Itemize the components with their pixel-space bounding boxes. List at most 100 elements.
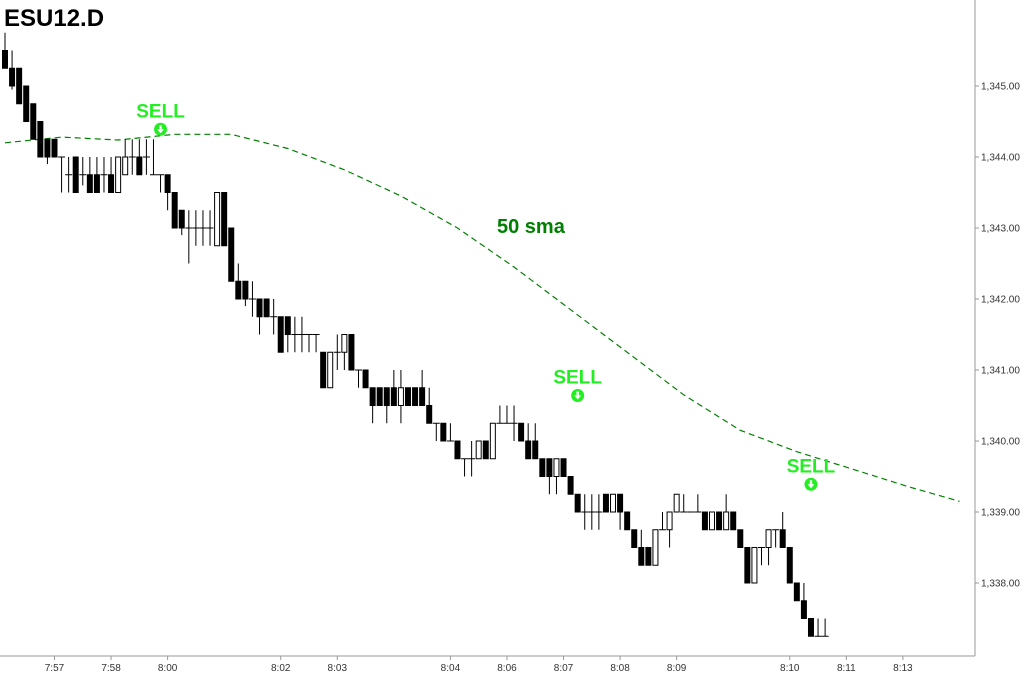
candle bbox=[30, 103, 37, 140]
x-tick-label: 8:08 bbox=[610, 663, 630, 674]
candle bbox=[744, 547, 751, 584]
candle bbox=[518, 422, 525, 442]
candle-body-down bbox=[779, 529, 786, 548]
candle bbox=[454, 440, 461, 460]
candle bbox=[327, 351, 334, 389]
candle bbox=[383, 387, 390, 424]
candle bbox=[645, 547, 652, 566]
sell-signal-label: SELL bbox=[136, 101, 185, 122]
candle bbox=[560, 458, 567, 477]
candle bbox=[312, 334, 320, 353]
candle bbox=[716, 511, 723, 531]
candle bbox=[489, 422, 496, 460]
candle-body-down bbox=[617, 493, 624, 513]
candle bbox=[730, 511, 737, 531]
sma-line bbox=[4, 133, 960, 502]
candle bbox=[108, 157, 115, 193]
candle bbox=[581, 494, 589, 530]
candle bbox=[446, 423, 454, 442]
candle bbox=[242, 280, 249, 307]
sma-series-label: 50 sma bbox=[497, 216, 566, 238]
sell-signal: SELL bbox=[787, 456, 836, 491]
candle bbox=[376, 387, 383, 406]
candle bbox=[355, 369, 362, 388]
candle-body-up bbox=[341, 334, 348, 353]
candle-body-down bbox=[737, 529, 744, 548]
candle bbox=[79, 157, 87, 186]
candle bbox=[270, 299, 278, 335]
candle bbox=[539, 458, 546, 477]
candle bbox=[765, 529, 772, 566]
candle bbox=[510, 405, 518, 441]
candle bbox=[757, 547, 765, 566]
candle-body-down bbox=[221, 192, 228, 247]
candle bbox=[482, 440, 489, 460]
candle bbox=[709, 511, 715, 531]
candle bbox=[37, 121, 44, 158]
candle-body-down bbox=[164, 174, 171, 193]
candle bbox=[142, 139, 150, 175]
candle-body-down bbox=[284, 316, 291, 335]
candle bbox=[248, 281, 256, 317]
candle-body-down bbox=[482, 440, 489, 460]
candle bbox=[680, 494, 688, 513]
candle bbox=[23, 85, 30, 122]
chart-title: ESU12.D bbox=[4, 5, 104, 32]
candle bbox=[532, 423, 539, 460]
candle bbox=[192, 210, 200, 246]
x-tick-label: 8:07 bbox=[554, 663, 574, 674]
x-tick-label: 8:09 bbox=[667, 663, 687, 674]
candle-body-up bbox=[610, 493, 617, 513]
candle-body-down bbox=[716, 511, 723, 531]
candle bbox=[58, 156, 66, 193]
x-tick-label: 8:00 bbox=[158, 663, 178, 674]
candle-body-down bbox=[23, 85, 30, 122]
candle-body-down bbox=[277, 316, 284, 353]
candle bbox=[595, 494, 603, 530]
candle bbox=[72, 156, 79, 193]
candle bbox=[800, 583, 807, 619]
candle bbox=[772, 529, 780, 548]
candle-body-down bbox=[744, 547, 751, 584]
candle-body-down bbox=[574, 493, 581, 513]
sma-layer bbox=[4, 133, 960, 502]
candle-body-down bbox=[348, 334, 355, 371]
candle-body-down bbox=[532, 440, 539, 460]
candle-body-up bbox=[666, 511, 673, 531]
x-tick-label: 7:58 bbox=[101, 663, 121, 674]
candle bbox=[341, 334, 348, 370]
candle-body-up bbox=[751, 547, 758, 584]
candle-body-down bbox=[518, 422, 525, 442]
candle-body-down bbox=[624, 511, 631, 531]
candle-body-down bbox=[2, 50, 8, 69]
candle bbox=[86, 157, 93, 193]
candle bbox=[814, 618, 822, 637]
y-tick-label: 1,338.00 bbox=[981, 579, 1020, 590]
candle-body-up bbox=[709, 511, 715, 531]
y-tick-label: 1,342.00 bbox=[981, 295, 1020, 306]
candle-body-down bbox=[93, 174, 100, 193]
candle bbox=[701, 511, 708, 531]
candle bbox=[100, 157, 108, 193]
candle bbox=[638, 529, 645, 566]
candle-body-down bbox=[440, 422, 447, 442]
candle bbox=[178, 209, 185, 236]
candle bbox=[136, 139, 143, 176]
candle bbox=[256, 298, 263, 335]
candle-body-down bbox=[44, 138, 51, 158]
candle-body-down bbox=[631, 529, 638, 548]
candle bbox=[397, 370, 404, 424]
candle bbox=[122, 139, 129, 176]
candle-body-up bbox=[475, 440, 482, 460]
candle bbox=[320, 351, 327, 389]
candle-body-down bbox=[242, 280, 249, 300]
candle-body-down bbox=[235, 280, 242, 300]
candle bbox=[93, 157, 100, 193]
y-tick-label: 1,343.00 bbox=[981, 224, 1020, 235]
candle-body-down bbox=[9, 67, 16, 87]
candle bbox=[115, 156, 122, 193]
candle-body-down bbox=[730, 511, 737, 531]
y-tick-label: 1,345.00 bbox=[981, 82, 1020, 93]
candle bbox=[567, 476, 574, 495]
